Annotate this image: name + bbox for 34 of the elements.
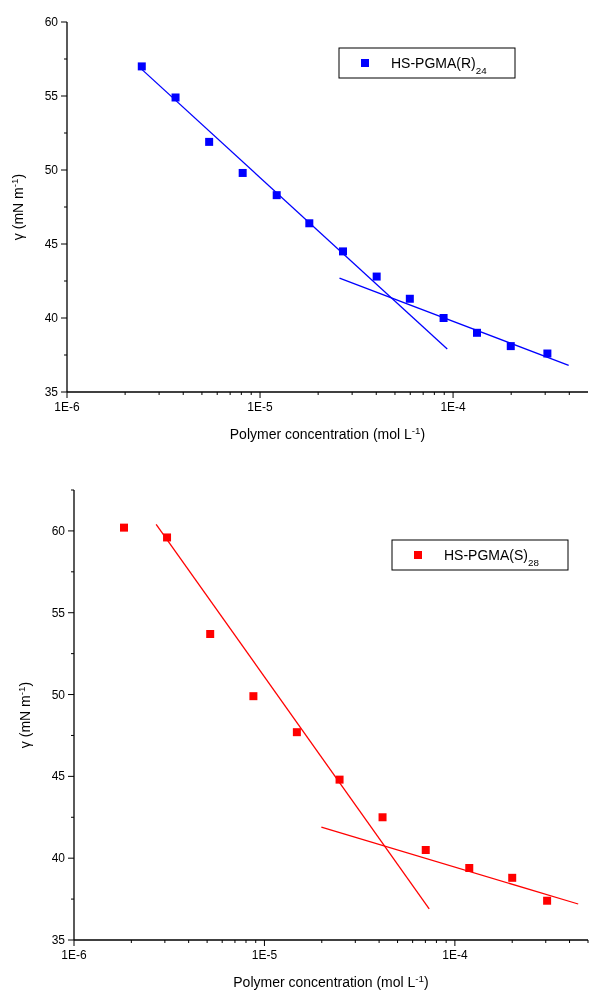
y-tick-label: 40 [51, 851, 66, 866]
y-tick-label: 55 [51, 605, 66, 620]
y-tick-label: 55 [44, 89, 59, 103]
point [421, 846, 430, 854]
x-axis-title: Polymer concentration (mol L$^{-1}$) [233, 972, 429, 990]
point [238, 168, 247, 177]
point [292, 728, 301, 737]
x-axis-title: Polymer concentration (mol L$^{-1}$) [229, 424, 426, 442]
point [405, 294, 414, 303]
x-tick-label: 1E-6 [61, 948, 87, 962]
point [378, 813, 387, 822]
x-tick-label: 1E-4 [440, 400, 467, 414]
x-tick-label: 1E-4 [442, 948, 468, 962]
y-tick-label: 60 [44, 15, 59, 29]
y-tick-label: 45 [44, 237, 59, 251]
point [119, 523, 128, 532]
x-tick-label: 1E-6 [54, 400, 80, 414]
y-tick-label: 35 [51, 933, 66, 947]
y-tick-label: 50 [51, 687, 66, 702]
legend-label: HS-PGMA(S)$_{28}$ [444, 547, 540, 568]
legend-label: HS-PGMA(R)$_{24}$ [391, 55, 488, 76]
point [508, 873, 517, 882]
y-tick-label: 60 [51, 523, 66, 538]
y-tick-label: 45 [51, 769, 66, 784]
y-tick-label: 40 [44, 311, 59, 325]
y-tick-label: 35 [44, 385, 59, 399]
y-tick-label: 50 [44, 163, 59, 177]
point [249, 692, 258, 701]
x-tick-label: 1E-5 [251, 948, 278, 962]
point [137, 62, 146, 71]
point [372, 272, 381, 281]
x-tick-label: 1E-5 [247, 400, 274, 414]
point [205, 137, 214, 146]
point [206, 630, 215, 638]
